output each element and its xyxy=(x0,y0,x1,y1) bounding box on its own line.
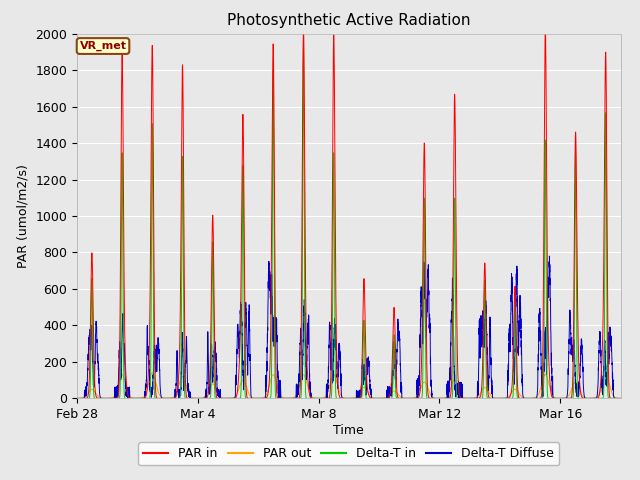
Delta-T in xyxy=(375,396,383,401)
Delta-T in xyxy=(300,43,307,48)
Delta-T in xyxy=(590,396,598,401)
PAR out xyxy=(590,396,598,401)
PAR out xyxy=(349,396,357,401)
Line: Delta-T in: Delta-T in xyxy=(77,46,640,398)
PAR out xyxy=(209,381,217,387)
Delta-T Diffuse xyxy=(344,396,352,401)
Delta-T Diffuse xyxy=(228,396,236,401)
Delta-T in xyxy=(255,396,262,401)
PAR in xyxy=(349,396,357,401)
PAR out xyxy=(148,370,156,376)
Line: PAR out: PAR out xyxy=(77,373,640,398)
PAR out xyxy=(255,396,262,401)
Y-axis label: PAR (umol/m2/s): PAR (umol/m2/s) xyxy=(17,164,29,268)
Legend: PAR in, PAR out, Delta-T in, Delta-T Diffuse: PAR in, PAR out, Delta-T in, Delta-T Dif… xyxy=(138,442,559,465)
Delta-T in xyxy=(349,396,357,401)
Line: Delta-T Diffuse: Delta-T Diffuse xyxy=(77,256,640,398)
PAR out xyxy=(344,396,352,401)
Delta-T Diffuse xyxy=(590,396,598,401)
PAR in xyxy=(209,215,217,221)
Delta-T in xyxy=(344,396,352,401)
Delta-T Diffuse xyxy=(255,396,262,401)
PAR in xyxy=(255,396,262,401)
Delta-T Diffuse xyxy=(345,396,353,401)
Text: VR_met: VR_met xyxy=(79,41,127,51)
PAR in xyxy=(344,396,352,401)
PAR in xyxy=(73,396,81,401)
Delta-T in xyxy=(209,242,217,248)
PAR in xyxy=(228,396,236,401)
PAR out xyxy=(375,396,383,401)
Delta-T Diffuse xyxy=(545,253,553,259)
PAR in xyxy=(589,396,597,401)
PAR in xyxy=(285,396,292,401)
Line: PAR in: PAR in xyxy=(77,0,640,398)
PAR out xyxy=(73,396,81,401)
Delta-T Diffuse xyxy=(209,377,217,383)
Delta-T Diffuse xyxy=(73,396,81,401)
PAR out xyxy=(228,396,236,401)
X-axis label: Time: Time xyxy=(333,424,364,437)
Title: Photosynthetic Active Radiation: Photosynthetic Active Radiation xyxy=(227,13,470,28)
Delta-T in xyxy=(228,396,236,401)
Delta-T in xyxy=(73,396,81,401)
Delta-T Diffuse xyxy=(349,396,357,401)
